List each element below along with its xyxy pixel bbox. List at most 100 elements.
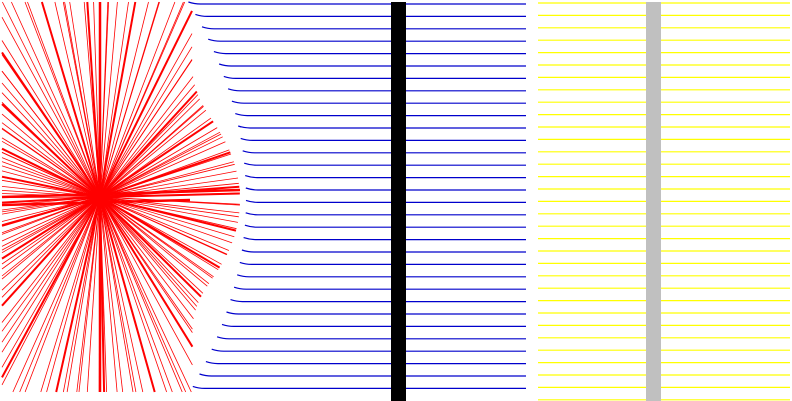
starburst-ray: [86, 1, 101, 198]
starburst-ray: [99, 1, 118, 198]
blue-line: [211, 348, 526, 352]
yellow-lines-panel: [538, 2, 790, 401]
starburst-ray: [1, 190, 101, 198]
starburst-ray: [41, 1, 101, 198]
starburst-ray: [99, 196, 144, 393]
starburst-ray: [1, 40, 101, 198]
starburst-ray: [76, 196, 101, 393]
starburst-ray: [99, 196, 210, 285]
starburst-ray: [99, 196, 221, 269]
starburst-ray: [1, 196, 101, 368]
starburst-ray: [63, 196, 101, 393]
starburst-ray: [1, 196, 101, 378]
blue-line: [213, 51, 526, 55]
blue-line: [230, 299, 526, 303]
blue-line: [245, 199, 526, 203]
starburst-ray: [99, 46, 193, 198]
starburst-ray: [99, 196, 199, 303]
starburst-ray: [1, 196, 101, 307]
blue-line: [245, 175, 526, 179]
starburst-ray: [54, 1, 101, 198]
starburst-ray: [99, 196, 193, 333]
red-starburst: [1, 1, 241, 393]
blue-line: [226, 311, 526, 315]
starburst-ray: [1, 170, 101, 198]
starburst-ray: [99, 196, 183, 393]
starburst-ray: [1, 165, 101, 198]
starburst-ray: [99, 127, 218, 198]
starburst-ray: [27, 1, 101, 198]
starburst-ray: [99, 98, 200, 198]
starburst-ray: [99, 120, 214, 198]
starburst-ray: [99, 1, 129, 198]
blue-line: [235, 113, 526, 117]
starburst-ray: [86, 196, 101, 393]
starburst-ray: [99, 1, 186, 198]
blue-line: [201, 26, 526, 30]
starburst-ray: [99, 196, 187, 393]
starburst-ray: [1, 122, 101, 198]
blue-line: [208, 38, 526, 42]
starburst-ray: [99, 196, 196, 311]
blue-line: [245, 187, 526, 191]
starburst-ray: [99, 94, 199, 198]
starburst-ray: [99, 196, 118, 393]
starburst-ray: [99, 105, 204, 198]
starburst-ray: [46, 196, 101, 393]
blue-line: [192, 385, 526, 389]
starburst-ray: [99, 109, 207, 198]
blue-line: [245, 212, 526, 216]
starburst-ray: [24, 196, 101, 393]
starburst-ray: [1, 196, 101, 343]
starburst-ray: [1, 102, 101, 198]
starburst-ray: [1, 113, 101, 198]
starburst-ray: [1, 196, 101, 277]
blue-line: [221, 323, 526, 327]
starburst-ray: [1, 157, 101, 198]
blue-line: [188, 1, 526, 5]
starburst-ray: [99, 196, 193, 366]
starburst-ray: [99, 76, 194, 198]
starburst-ray: [99, 153, 232, 198]
starburst-ray: [99, 196, 167, 393]
blue-line: [223, 75, 526, 79]
starburst-ray: [99, 196, 156, 393]
starburst-ray: [1, 70, 101, 198]
starburst-ray: [69, 1, 101, 198]
blue-lines-panel: [188, 1, 526, 389]
starburst-ray: [99, 196, 134, 393]
blue-line: [239, 261, 526, 265]
black-vertical-bar: [391, 2, 406, 401]
blue-line: [243, 237, 526, 241]
starburst-ray: [2, 1, 101, 198]
starburst-ray: [1, 196, 101, 353]
starburst-ray: [1, 137, 101, 198]
starburst-ray: [1, 196, 101, 280]
starburst-ray: [1, 147, 101, 198]
starburst-ray: [99, 196, 233, 244]
blue-line: [231, 100, 526, 104]
starburst-ray: [99, 33, 193, 198]
starburst-ray: [99, 1, 176, 198]
blue-line: [240, 137, 526, 141]
starburst-ray: [99, 59, 193, 198]
starburst-ray: [12, 196, 101, 393]
starburst-ray: [99, 196, 213, 279]
starburst-ray: [1, 198, 191, 207]
starburst-ray: [99, 161, 234, 198]
blue-line: [216, 336, 526, 340]
starburst-ray: [99, 196, 194, 319]
blue-line: [241, 249, 526, 253]
blue-line: [237, 274, 526, 278]
starburst-ray: [1, 196, 101, 260]
blue-line: [244, 162, 526, 166]
starburst-ray: [1, 82, 101, 198]
starburst-ray: [99, 196, 227, 256]
starburst-ray: [99, 84, 196, 198]
starburst-ray: [99, 196, 192, 393]
blue-line: [199, 373, 526, 377]
starburst-ray: [55, 196, 101, 393]
starburst-ray: [1, 196, 101, 332]
starburst-ray: [1, 128, 101, 198]
